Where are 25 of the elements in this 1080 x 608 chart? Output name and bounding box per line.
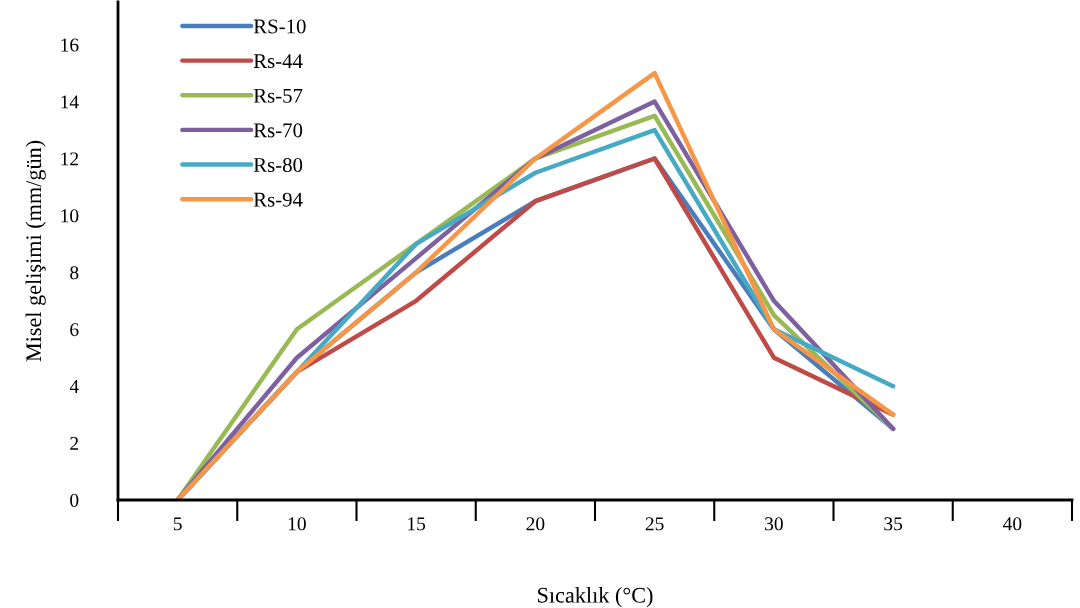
x-tick-label: 40: [1003, 517, 1022, 531]
legend-label: Rs-44: [253, 54, 303, 69]
x-tick-label: 5: [173, 517, 182, 531]
y-tick-label: 2: [70, 436, 79, 450]
y-tick-label: 12: [61, 152, 79, 166]
y-tick-label: 14: [61, 95, 79, 109]
x-axis-title: Sıcaklık (°C): [538, 587, 653, 608]
x-tick-label: 30: [765, 517, 783, 531]
legend-label: Rs-57: [253, 88, 303, 103]
legend-label: Rs-70: [253, 123, 303, 138]
x-tick-label: 15: [408, 517, 426, 531]
y-axis-title: Misel gelişimi (mm/gün): [25, 140, 46, 362]
legend-label: Rs-80: [253, 157, 303, 173]
y-tick-label: 4: [69, 380, 79, 393]
legend-label: RS-10: [253, 19, 306, 34]
legend-label: Rs-94: [253, 192, 303, 207]
y-tick-label: 10: [61, 209, 79, 223]
y-tick-label: 0: [70, 493, 79, 507]
x-tick-label: 20: [526, 517, 545, 531]
y-tick-label: 6: [70, 323, 79, 337]
x-tick-label: 35: [884, 517, 903, 531]
y-tick-label: 8: [70, 266, 79, 280]
x-tick-label: 25: [645, 517, 664, 531]
x-tick-label: 10: [288, 517, 306, 531]
y-tick-label: 16: [61, 38, 79, 52]
